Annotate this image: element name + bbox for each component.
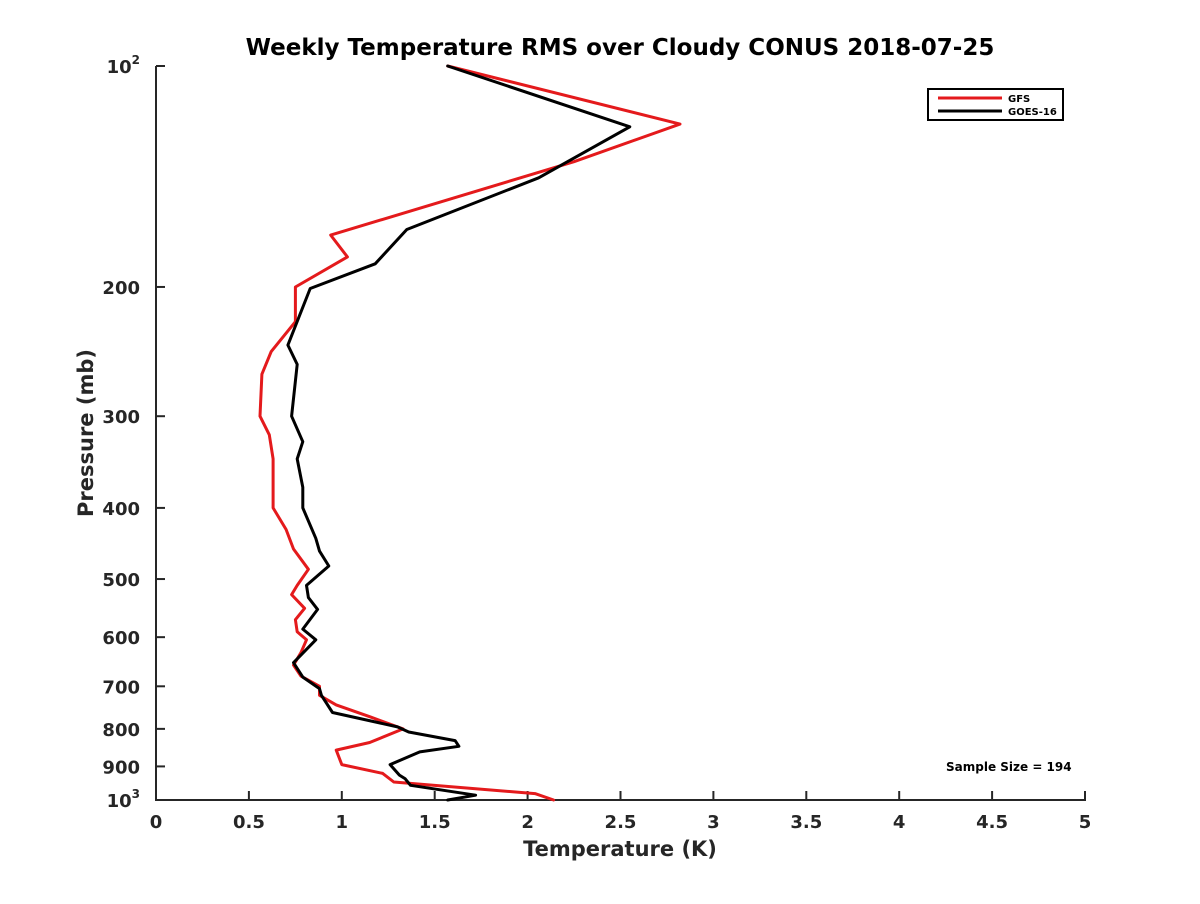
x-tick-label: 5: [1079, 812, 1092, 833]
y-tick-label: 300: [102, 407, 140, 428]
x-tick-label: 4: [893, 812, 906, 833]
y-tick-label: 103: [107, 787, 140, 812]
legend: GFS GOES-16: [927, 88, 1064, 121]
x-tick-label: 1.5: [419, 812, 451, 833]
x-tick-label: 0: [150, 812, 163, 833]
y-tick-label: 400: [102, 499, 140, 520]
legend-label: GFS: [1008, 94, 1030, 105]
series-line-goes-16: [286, 64, 632, 802]
y-tick-label: 900: [102, 757, 140, 778]
x-axis-label: Temperature (K): [523, 837, 717, 861]
x-tick-label: 4.5: [976, 812, 1008, 833]
y-tick-label: 800: [102, 720, 140, 741]
y-tick-label: 700: [102, 677, 140, 698]
y-tick-label: 500: [102, 570, 140, 591]
x-tick-label: 3: [707, 812, 720, 833]
x-tick-label: 0.5: [233, 812, 265, 833]
legend-box: [927, 88, 1064, 121]
y-axis-label: Pressure (mb): [74, 349, 98, 517]
sample-size-annotation: Sample Size = 194: [946, 760, 1072, 774]
y-tick-label: 600: [102, 628, 140, 649]
x-tick-label: 3.5: [790, 812, 822, 833]
legend-label: GOES-16: [1008, 107, 1057, 118]
chart-title: Weekly Temperature RMS over Cloudy CONUS…: [246, 35, 995, 61]
x-tick-label: 1: [336, 812, 349, 833]
plot-area: 0 0.5 1 1.5 2 2.5 3 3.5 4 4.5 5 102 200 300 400 500 600 7…: [102, 53, 1091, 833]
series-line-gfs: [258, 64, 682, 802]
x-tick-label: 2: [521, 812, 534, 833]
y-tick-label: 102: [107, 53, 140, 78]
y-tick-label: 200: [102, 278, 140, 299]
x-tick-label: 2.5: [605, 812, 637, 833]
